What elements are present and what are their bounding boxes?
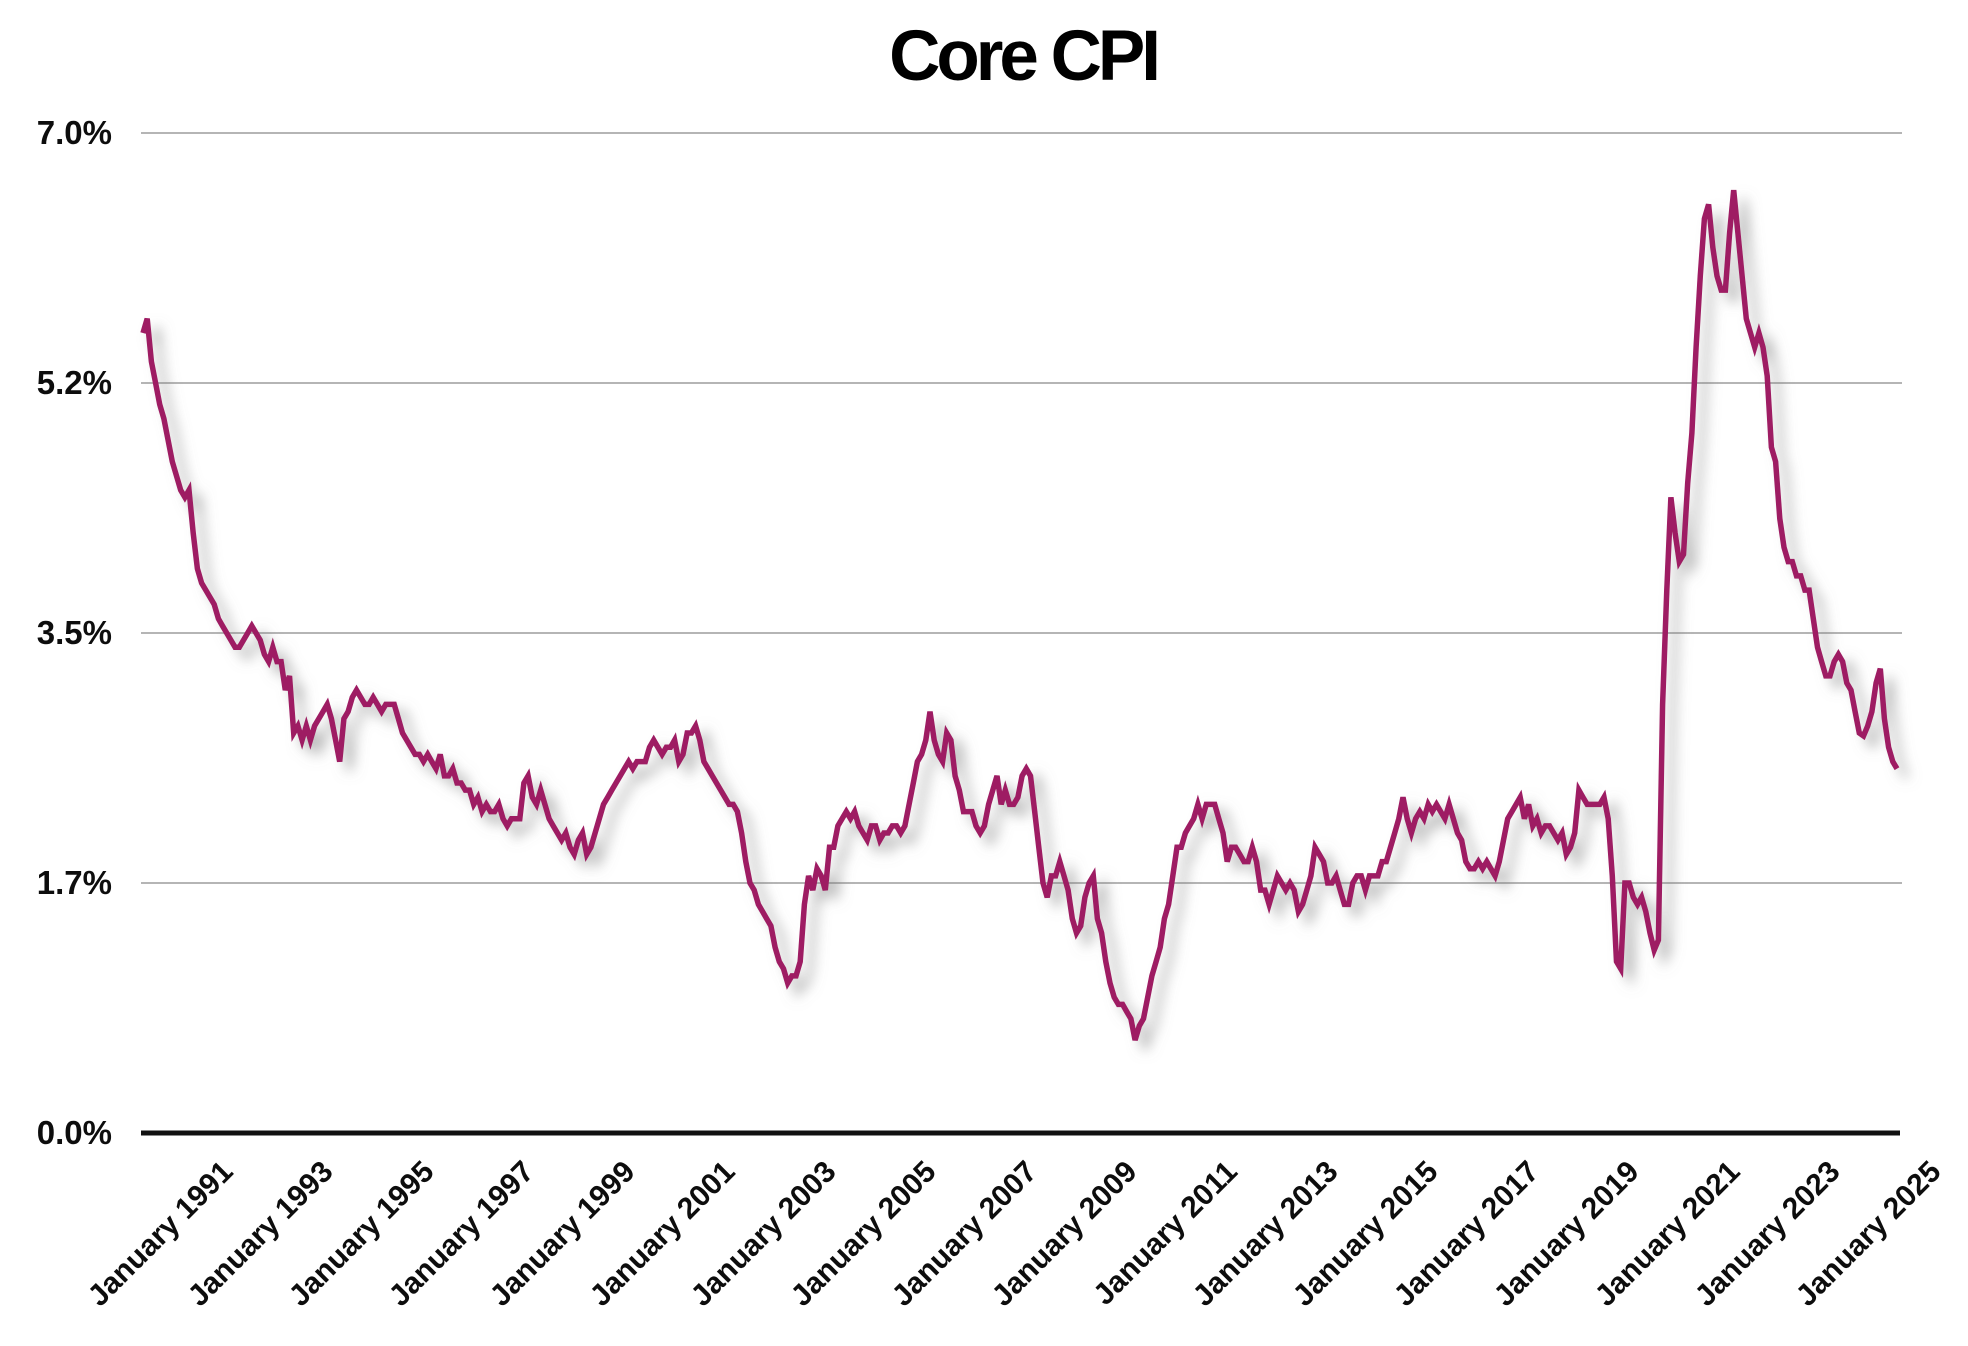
core-cpi-line-series (140, 189, 1900, 1041)
y-axis-tick-label: 1.7% (36, 864, 112, 901)
chart-title: Core CPI (889, 17, 1161, 96)
y-axis-tick-label: 0.0% (36, 1114, 112, 1151)
gridlines (141, 132, 1902, 1136)
y-axis-tick-label: 7.0% (36, 114, 112, 151)
y-axis-tick-label: 3.5% (36, 614, 112, 651)
y-axis-tick-label: 5.2% (36, 364, 112, 401)
